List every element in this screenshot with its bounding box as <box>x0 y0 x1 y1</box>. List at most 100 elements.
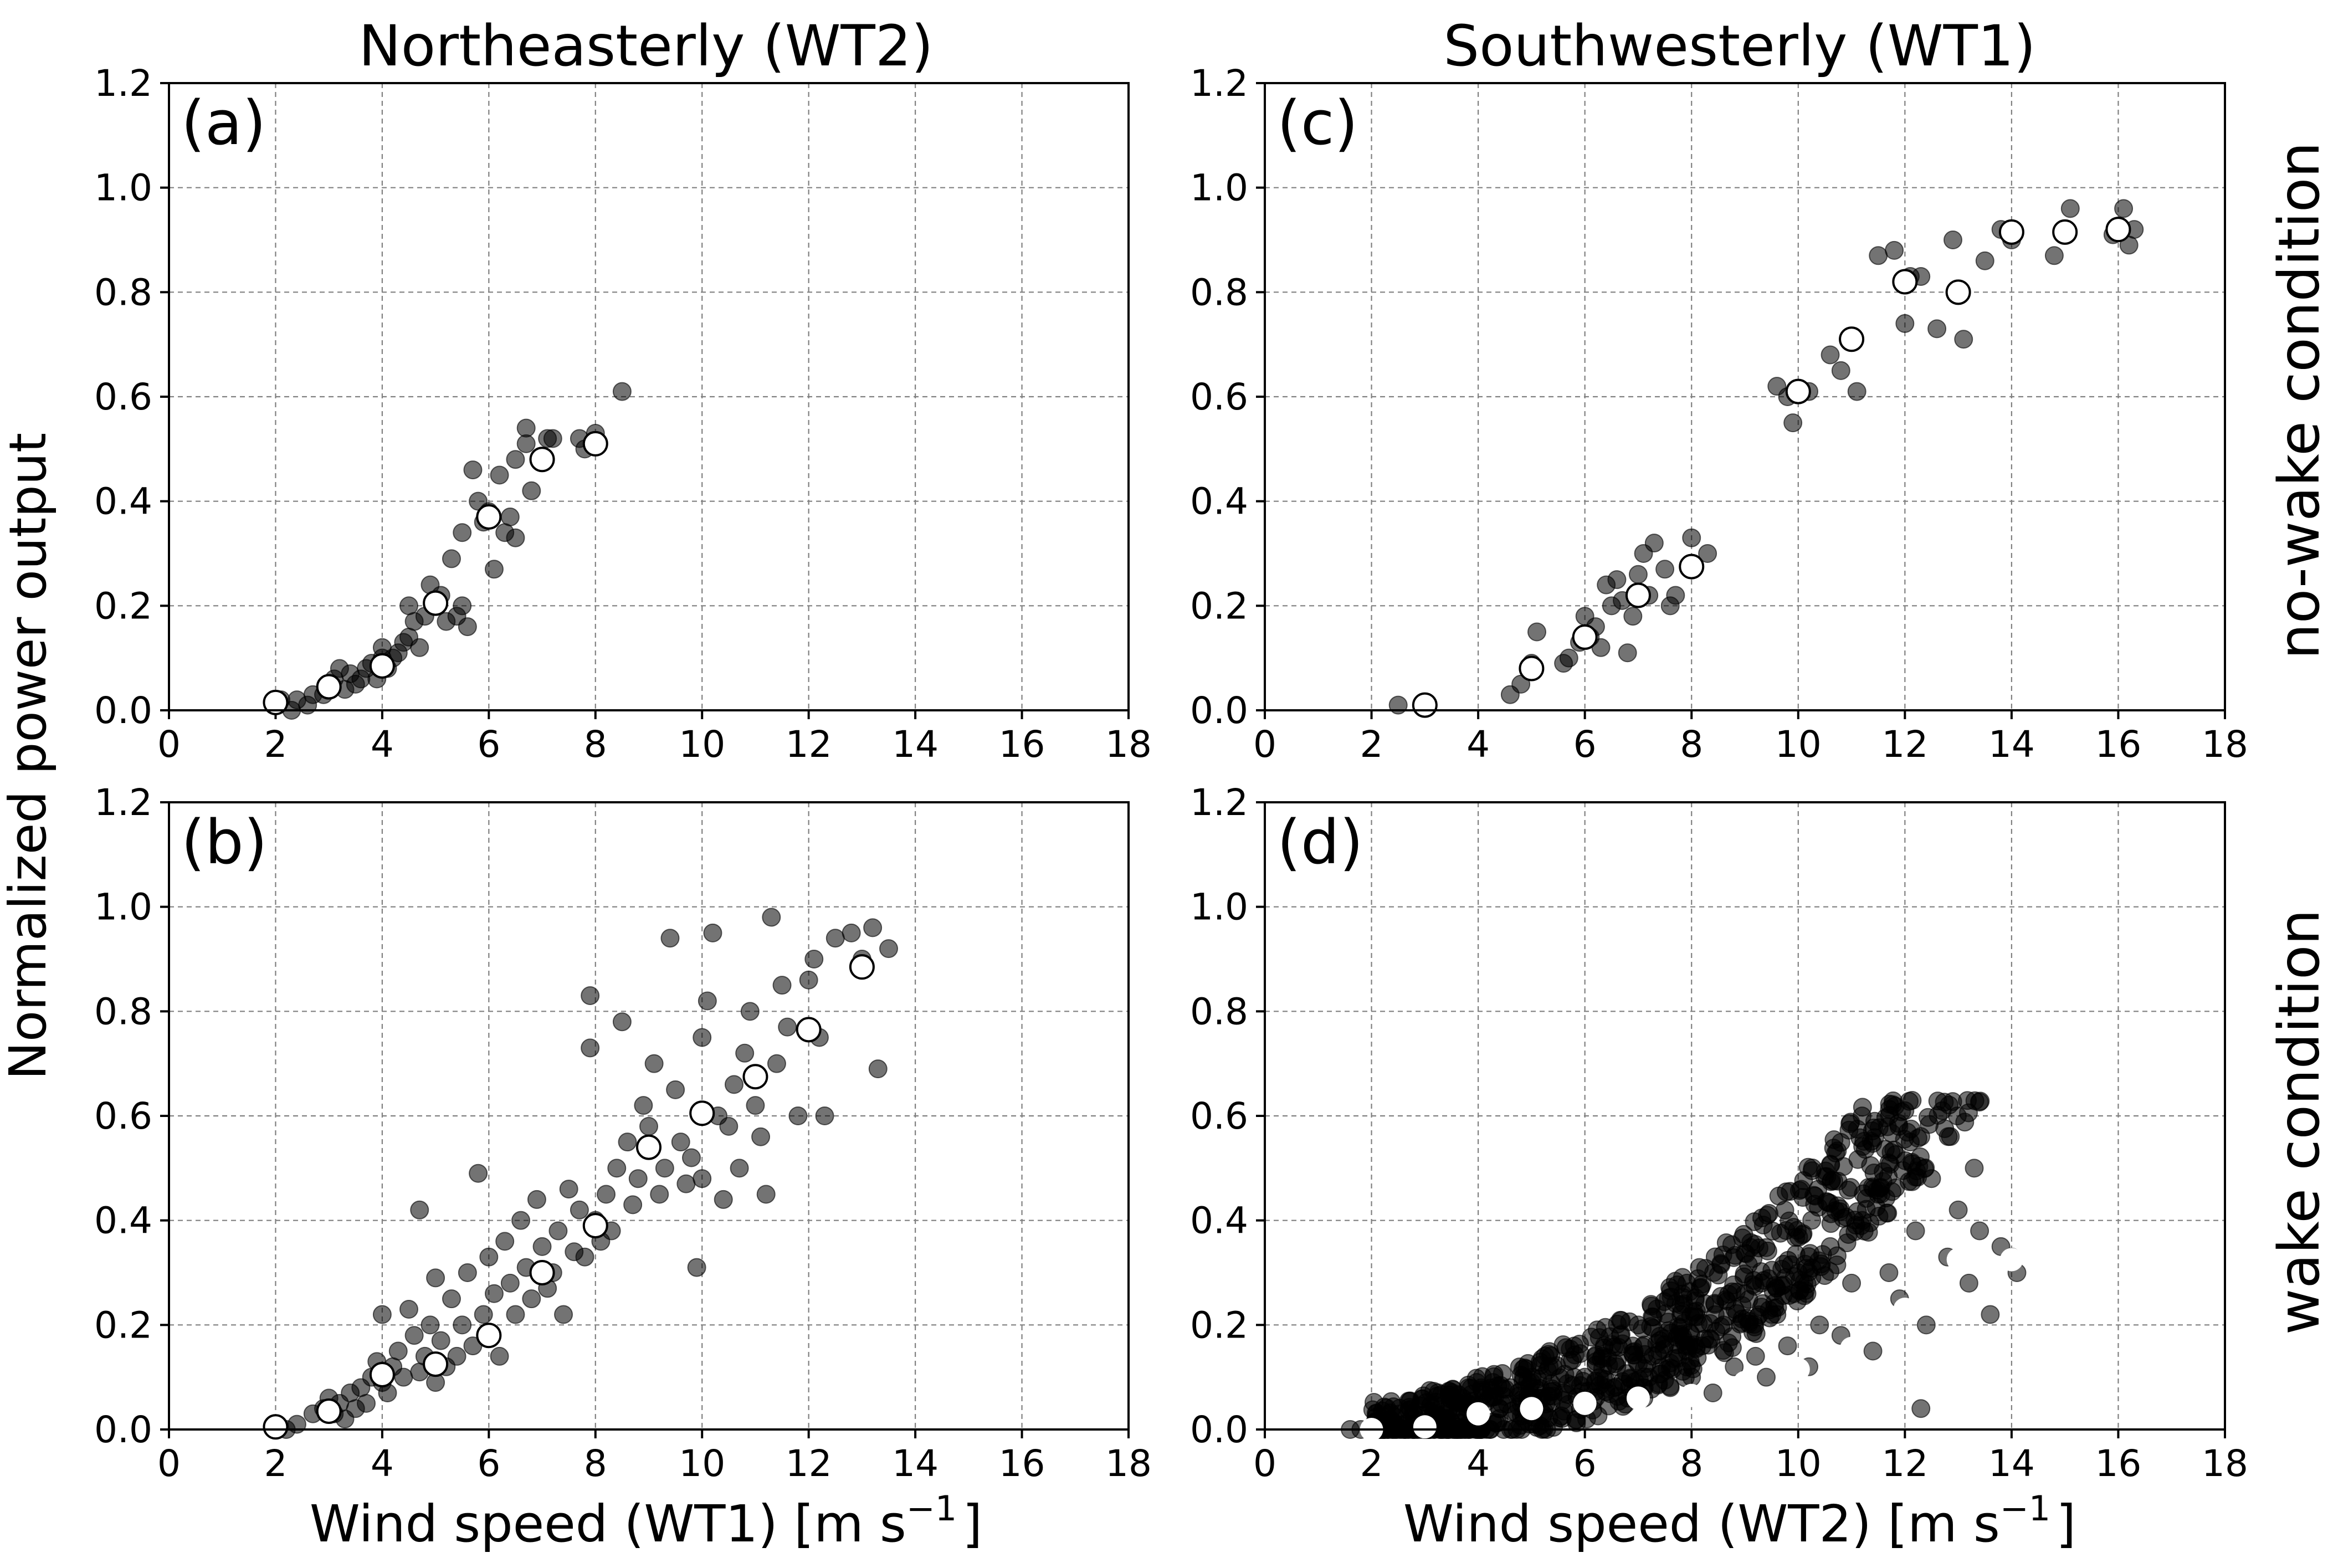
x-tick-label: 18 <box>2202 1442 2248 1485</box>
mean-marker <box>582 1213 608 1239</box>
scatter-point <box>1767 1305 1787 1324</box>
y-tick-label: 0.8 <box>94 990 152 1033</box>
x-tick-label: 2 <box>1360 723 1383 766</box>
scatter-point <box>1885 240 1904 260</box>
x-tick-label: 6 <box>1573 1442 1597 1485</box>
scatter-point <box>1847 382 1866 401</box>
scatter-point <box>431 1331 450 1350</box>
x-tick-label: 14 <box>892 1442 939 1485</box>
scatter-point <box>1565 1367 1584 1387</box>
scatter-point <box>676 1174 696 1193</box>
scatter-point <box>1821 1155 1840 1175</box>
mean-marker <box>1625 582 1651 608</box>
y-tick-label: 0.0 <box>1190 1408 1248 1451</box>
y-tick-label: 0.0 <box>94 689 152 732</box>
scatter-point <box>1869 246 1888 265</box>
scatter-point <box>1900 1133 1920 1152</box>
scatter-point <box>1895 314 1915 333</box>
scatter-point <box>421 1315 440 1335</box>
x-tick-label: 6 <box>477 723 500 766</box>
row-label-bottom: wake condition <box>2267 909 2328 1335</box>
y-tick-label: 1.0 <box>1190 167 1248 209</box>
y-tick-label: 1.0 <box>94 886 152 929</box>
scatter-point <box>399 1300 418 1319</box>
scatter-point <box>1830 1202 1849 1221</box>
scatter-point <box>1609 1338 1628 1357</box>
column-title-left: Northeasterly (WT2) <box>358 13 933 79</box>
scatter-point <box>1753 1294 1772 1313</box>
scatter-point <box>1821 1237 1840 1256</box>
scatter-point <box>404 1326 424 1345</box>
y-tick-label: 0.6 <box>94 1095 152 1137</box>
scatter-point <box>1490 1399 1509 1418</box>
mean-marker <box>1892 269 1918 295</box>
scatter-point <box>1734 1267 1753 1287</box>
scatter-point <box>1965 1091 1985 1110</box>
panel-label-b: (b) <box>181 807 268 878</box>
scatter-point <box>660 929 680 948</box>
mean-marker <box>2105 217 2131 243</box>
scatter-point <box>1943 230 1962 249</box>
x-tick-label: 0 <box>1253 723 1276 766</box>
y-tick-label: 1.2 <box>1190 62 1248 105</box>
x-tick-label: 10 <box>679 1442 725 1485</box>
scatter-point <box>495 1232 515 1251</box>
scatter-point <box>1657 1360 1676 1379</box>
scatter-point <box>1559 648 1578 668</box>
scatter-point <box>506 450 525 469</box>
scatter-point <box>1965 1159 1984 1178</box>
scatter-point <box>1586 1346 1605 1366</box>
y-tick-label: 0.8 <box>1190 990 1248 1033</box>
scatter-point <box>394 1367 413 1387</box>
scatter-point <box>458 1263 477 1282</box>
x-axis-title-right-close: ] <box>2056 1494 2076 1554</box>
scatter-point <box>623 1195 643 1215</box>
mean-marker <box>263 689 289 715</box>
x-tick-label: 14 <box>1988 723 2035 766</box>
y-axis-title: Normalized power output <box>0 433 58 1080</box>
scatter-point <box>581 1038 600 1058</box>
scatter-point <box>463 460 483 480</box>
scatter-point <box>1596 1318 1615 1337</box>
y-tick-label: 0.6 <box>1190 1095 1248 1137</box>
scatter-point <box>1842 1273 1862 1293</box>
scatter-point <box>788 1106 808 1125</box>
y-tick-label: 1.0 <box>1190 886 1248 929</box>
mean-marker <box>1519 655 1545 681</box>
scatter-point <box>825 929 845 948</box>
scatter-point <box>644 1054 664 1073</box>
x-tick-label: 4 <box>371 723 394 766</box>
scatter-point <box>730 1159 749 1178</box>
mean-marker <box>1573 1391 1597 1415</box>
x-tick-label: 2 <box>264 723 287 766</box>
y-tick-label: 0.0 <box>1190 689 1248 732</box>
panel-a: 0 2 4 6 8 10 12 14 16 18 0.0 0.2 0.4 0.6 0.8 1.0 1.2 (a) <box>94 62 1152 766</box>
scatter-point <box>778 1017 797 1037</box>
mean-marker <box>1520 1397 1544 1421</box>
x-tick-label: 12 <box>1881 1442 1928 1485</box>
mean-marker <box>1785 378 1811 404</box>
scatter-point <box>1597 1378 1616 1397</box>
scatter-point <box>1927 319 1947 339</box>
scatter-point <box>1682 528 1701 547</box>
x-tick-label: 2 <box>264 1442 287 1485</box>
row-label-top: no-wake condition <box>2267 142 2328 659</box>
x-tick-label: 16 <box>999 1442 1045 1485</box>
scatter-point <box>634 1096 653 1115</box>
mean-marker <box>423 590 449 616</box>
scatter-point <box>410 1200 429 1219</box>
scatter-point <box>1746 1346 1765 1366</box>
scatter-point <box>511 1211 531 1230</box>
x-tick-label: 0 <box>1253 1442 1276 1485</box>
scatter-point <box>500 507 520 526</box>
scatter-point <box>1802 1211 1822 1230</box>
scatter-point <box>1554 1383 1573 1402</box>
scatter-point <box>618 1133 637 1152</box>
panel-label-a: (a) <box>181 88 266 158</box>
scatter-point <box>612 382 632 401</box>
scatter-point <box>543 429 562 448</box>
x-tick-label: 16 <box>999 723 1045 766</box>
y-tick-label: 1.2 <box>1190 781 1248 824</box>
scatter-point <box>698 991 717 1011</box>
